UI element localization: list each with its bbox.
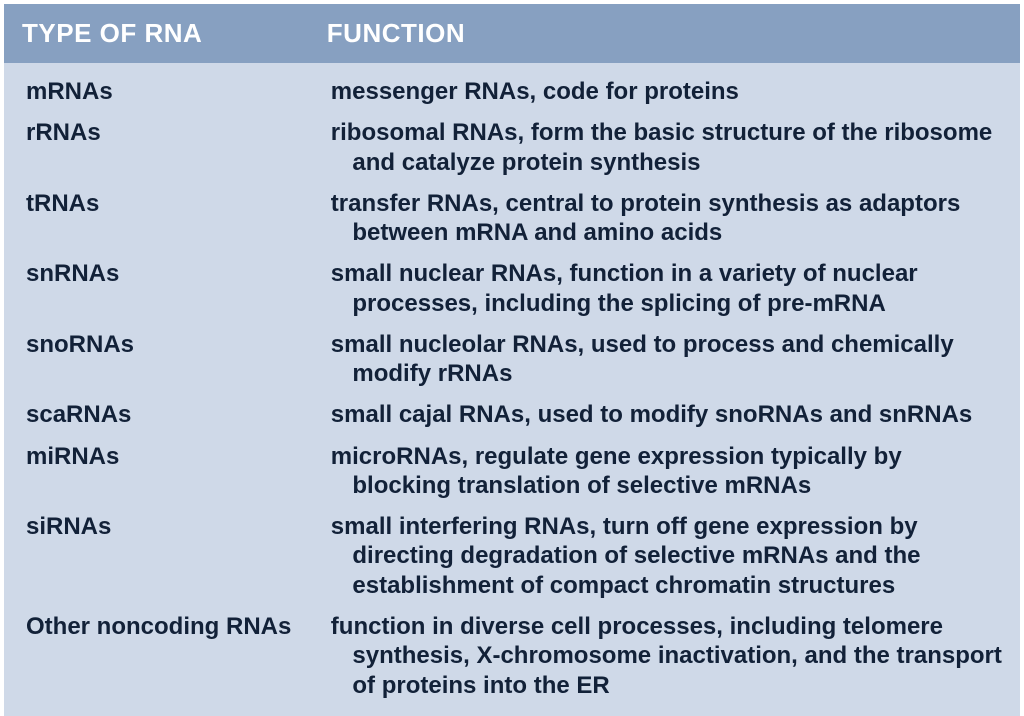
table-row: snoRNAs small nucleolar RNAs, used to pr… bbox=[4, 324, 1020, 395]
column-header-function: FUNCTION bbox=[309, 4, 1020, 63]
cell-function: small cajal RNAs, used to modify snoRNAs… bbox=[331, 400, 1006, 429]
cell-function: transfer RNAs, central to protein synthe… bbox=[331, 189, 1006, 248]
table-row: snRNAs small nuclear RNAs, function in a… bbox=[4, 253, 1020, 324]
table-row: rRNAs ribosomal RNAs, form the basic str… bbox=[4, 112, 1020, 183]
table-row: tRNAs transfer RNAs, central to protein … bbox=[4, 183, 1020, 254]
cell-function: ribosomal RNAs, form the basic structure… bbox=[331, 118, 1006, 177]
column-header-type: TYPE OF RNA bbox=[4, 4, 309, 63]
cell-type: siRNAs bbox=[26, 512, 295, 541]
cell-type: rRNAs bbox=[26, 118, 295, 147]
cell-function: microRNAs, regulate gene expression typi… bbox=[331, 442, 1006, 501]
table-row: scaRNAs small cajal RNAs, used to modify… bbox=[4, 394, 1020, 435]
table-body: mRNAs messenger RNAs, code for proteins … bbox=[4, 63, 1020, 716]
cell-function: function in diverse cell processes, incl… bbox=[331, 612, 1006, 700]
cell-type: snRNAs bbox=[26, 259, 295, 288]
cell-function: small nuclear RNAs, function in a variet… bbox=[331, 259, 1006, 318]
table-header-row: TYPE OF RNA FUNCTION bbox=[4, 4, 1020, 63]
cell-type: snoRNAs bbox=[26, 330, 295, 359]
rna-types-table: TYPE OF RNA FUNCTION mRNAs messenger RNA… bbox=[4, 4, 1020, 716]
cell-type: mRNAs bbox=[26, 77, 295, 106]
cell-function: messenger RNAs, code for proteins bbox=[331, 77, 1006, 106]
table-row: miRNAs microRNAs, regulate gene expressi… bbox=[4, 436, 1020, 507]
table-row: mRNAs messenger RNAs, code for proteins bbox=[4, 63, 1020, 112]
cell-type: Other noncoding RNAs bbox=[26, 612, 295, 641]
cell-type: scaRNAs bbox=[26, 400, 295, 429]
cell-type: miRNAs bbox=[26, 442, 295, 471]
table-header: TYPE OF RNA FUNCTION bbox=[4, 4, 1020, 63]
rna-types-table-container: TYPE OF RNA FUNCTION mRNAs messenger RNA… bbox=[0, 0, 1024, 665]
table-row: siRNAs small interfering RNAs, turn off … bbox=[4, 506, 1020, 606]
cell-function: small interfering RNAs, turn off gene ex… bbox=[331, 512, 1006, 600]
cell-function: small nucleolar RNAs, used to process an… bbox=[331, 330, 1006, 389]
cell-type: tRNAs bbox=[26, 189, 295, 218]
table-row: Other noncoding RNAs function in diverse… bbox=[4, 606, 1020, 716]
